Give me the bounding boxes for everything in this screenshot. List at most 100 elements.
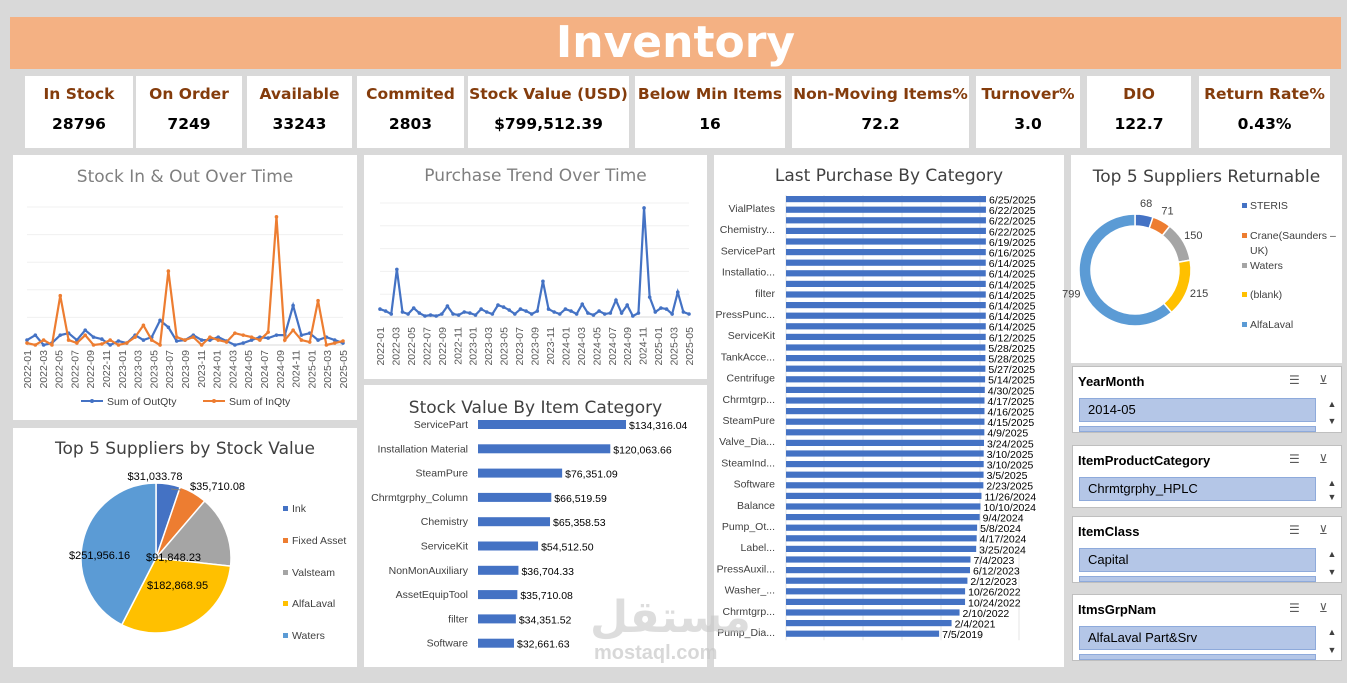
stock-in-out-chart: 2022-01 2022-03 2022-05 2022-07 2022-09 2022-… [22,206,350,408]
bar-label: 6/14/2025 [989,322,1036,334]
x-tick-label: 2022-11 [452,327,464,365]
scroll-down-icon[interactable]: ▼ [1327,645,1337,655]
data-point [233,343,237,347]
slicer-item-partial [1079,576,1316,582]
data-point [557,312,562,316]
bar-label: 6/14/2025 [989,290,1036,302]
chart-title: Top 5 Suppliers by Stock Value [54,439,315,459]
kpi-label: Below Min Items [637,85,783,103]
data-point [428,313,433,317]
bar-label: 5/27/2025 [988,364,1035,376]
bar [786,588,966,595]
x-tick-label: 2024-01 [212,350,224,389]
x-tick-label: 2022-07 [421,327,433,366]
legend-label: Ink [292,503,307,515]
x-tick-label: 2024-05 [243,350,255,389]
kpi-card: Non-Moving Items% 72.2 [792,76,969,148]
clear-filter-icon[interactable]: ⊻ [1319,373,1328,387]
scroll-down-icon[interactable]: ▼ [1327,567,1337,577]
kpi-value: 28796 [52,115,106,133]
x-tick-label: 2025-03 [669,327,681,366]
data-point [490,312,495,316]
data-point [378,307,382,311]
data-point [133,335,137,339]
kpi-value: 0.43% [1237,115,1292,133]
bar-label: 3/5/2025 [987,470,1028,482]
multi-select-icon[interactable]: ☰ [1289,601,1300,615]
data-point [675,290,680,295]
clear-filter-icon[interactable]: ⊻ [1319,452,1328,466]
legend-swatch [283,538,288,543]
x-tick-label: 2024-03 [227,350,239,389]
x-tick-label: 2025-05 [338,350,350,389]
bar [786,344,986,351]
data-point [58,293,63,298]
data-label: $76,351.09 [565,469,618,481]
bar [786,545,977,552]
multi-select-icon[interactable]: ☰ [1289,523,1300,537]
x-tick-label: 2024-11 [291,350,303,388]
scroll-up-icon[interactable]: ▲ [1327,549,1337,559]
category-label: Chrmtgrphy_Column [371,492,468,504]
data-point [507,308,512,312]
data-point [341,339,345,343]
slicer-itemclass: ItemClass ☰ ⊻ Capital ▲ ▼ [1072,516,1342,583]
slicer-item[interactable]: Capital [1079,548,1316,572]
kpi-value: 16 [699,115,721,133]
data-point [496,303,500,307]
data-label: $35,710.08 [190,481,245,493]
category-label: ServicePart [721,245,775,257]
legend-swatch [1242,263,1247,268]
category-label: TankAcce... [721,351,775,363]
clear-filter-icon[interactable]: ⊻ [1319,523,1328,537]
slicer-item[interactable]: Chrmtgrphy_HPLC [1079,477,1316,501]
bar-label: 6/22/2025 [989,205,1036,217]
legend-swatch [1242,203,1247,208]
slicer-item[interactable]: 2014-05 [1079,398,1316,422]
bar [478,492,552,502]
slicer-item-partial [1079,426,1316,432]
data-point [462,310,467,314]
scroll-down-icon[interactable]: ▼ [1327,492,1337,502]
data-point [191,335,196,339]
slicer-item[interactable]: AlfaLaval Part&Srv [1079,626,1316,650]
x-tick-label: 2024-03 [576,327,588,366]
slicer-item-partial [1079,654,1316,660]
scroll-down-icon[interactable]: ▼ [1327,416,1337,426]
data-point [249,338,254,342]
data-point [574,312,579,316]
bar [786,386,985,393]
data-label: $251,956.16 [69,550,130,562]
x-tick-label: 2025-03 [322,350,334,389]
data-point [241,333,246,337]
data-point [569,309,573,313]
category-label: Chrmtgrp... [722,394,775,406]
bar [786,259,986,266]
data-point [166,269,171,273]
scroll-up-icon[interactable]: ▲ [1327,399,1337,409]
data-point [224,340,229,344]
leader-line [170,488,182,491]
chart-title: Top 5 Suppliers Returnable [1092,167,1321,187]
data-point [659,306,663,310]
data-point [423,314,427,318]
data-point [395,267,399,272]
bar-label: 5/14/2025 [988,375,1035,387]
bar-label: 6/22/2025 [989,226,1036,238]
category-label: Washer_... [725,585,775,597]
multi-select-icon[interactable]: ☰ [1289,452,1300,466]
multi-select-icon[interactable]: ☰ [1289,373,1300,387]
bar [786,333,986,340]
kpi-label: DIO [1123,85,1155,103]
clear-filter-icon[interactable]: ⊻ [1319,601,1328,615]
bar [478,541,539,551]
data-point [406,312,410,316]
kpi-card: DIO 122.7 [1087,76,1191,148]
scroll-up-icon[interactable]: ▲ [1327,627,1337,637]
bar [786,577,968,584]
x-tick-label: 2024-09 [622,327,634,366]
data-label: $134,316.04 [629,420,688,432]
scroll-up-icon[interactable]: ▲ [1327,478,1337,488]
data-label: 150 [1184,230,1202,242]
slicer-header: ItmsGrpNam [1078,602,1157,617]
